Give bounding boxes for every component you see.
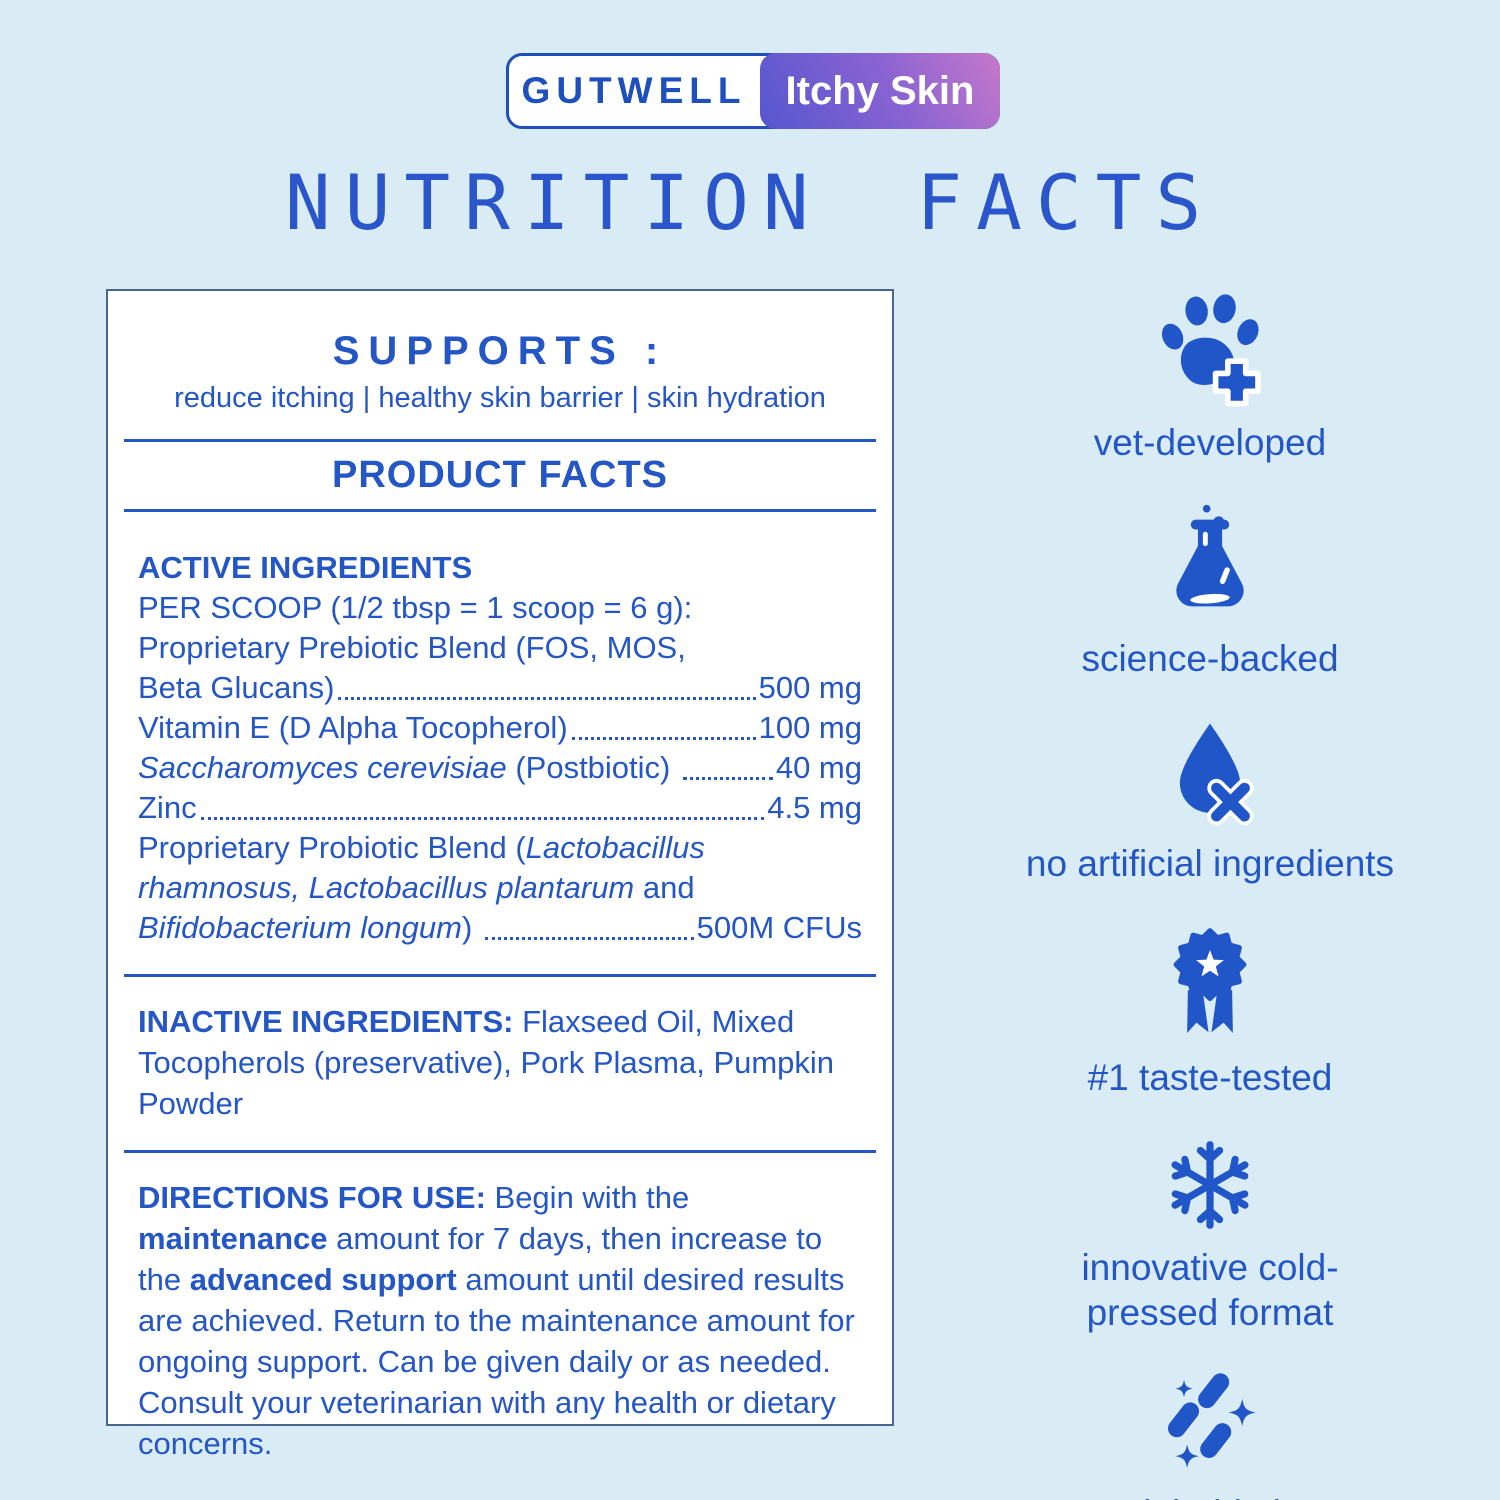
product-facts-heading: PRODUCT FACTS: [332, 454, 668, 496]
ingredient-line: Bifidobacterium longum ) 500M CFUs: [138, 908, 862, 948]
ingredient-amount: 500M CFUs: [696, 910, 862, 945]
ingredient-line: Zinc 4.5 mg: [138, 788, 862, 828]
brand-badge: GUTWELL Itchy Skin: [506, 53, 1000, 129]
feature-cold-pressed: innovative cold-pressed format: [1045, 1137, 1375, 1335]
inactive-ingredients-paragraph: INACTIVE INGREDIENTS: Flaxseed Oil, Mixe…: [108, 1001, 892, 1124]
divider: [124, 1150, 876, 1153]
ingredient-amount: 500 mg: [758, 670, 862, 705]
ingredient-line: Beta Glucans) 500 mg: [138, 668, 862, 708]
ingredient-line: Proprietary Prebiotic Blend (FOS, MOS,: [138, 628, 862, 668]
supports-items: reduce itching | healthy skin barrier | …: [174, 382, 826, 414]
feature-no-artificial: no artificial ingredients: [1026, 717, 1394, 886]
dot-leader: [484, 937, 694, 940]
divider: [124, 439, 876, 442]
ingredient-text: and: [634, 870, 695, 905]
feature-taste-tested: #1 taste-tested: [1087, 922, 1333, 1100]
inactive-ingredients-label: INACTIVE INGREDIENTS:: [138, 1004, 514, 1039]
dot-leader: [571, 737, 756, 740]
flask-icon: [1176, 504, 1244, 607]
feature-label: no artificial ingredients: [1025, 843, 1395, 885]
feature-triple-biotic: triple-biotic blend: [1080, 1371, 1340, 1500]
feature-label: triple-biotic blend: [1080, 1491, 1340, 1500]
variant-name: Itchy Skin: [785, 68, 975, 113]
directions-paragraph: DIRECTIONS FOR USE: Begin with the maint…: [108, 1177, 892, 1464]
ingredient-amount: 4.5 mg: [767, 790, 862, 825]
droplet-x-icon: [1179, 723, 1254, 826]
product-facts-card: SUPPORTS : reduce itching | healthy skin…: [106, 289, 894, 1461]
award-ribbon-icon: [1173, 928, 1247, 1034]
feature-label: innovative cold-pressed format: [1081, 1246, 1339, 1333]
ingredient-line: Proprietary Probiotic Blend ( Lactobacil…: [138, 828, 862, 868]
dot-leader: [200, 817, 765, 820]
ingredient-text: Proprietary Prebiotic Blend (FOS, MOS,: [138, 630, 686, 665]
ingredient-line: Vitamin E (D Alpha Tocopherol) 100 mg: [138, 708, 862, 748]
feature-label: #1 taste-tested: [1087, 1057, 1333, 1099]
ingredient-amount: 40 mg: [775, 750, 862, 785]
probiotic-capsules-icon: [1167, 1373, 1256, 1468]
paw-plus-icon: [1161, 294, 1261, 407]
directions-bold-advanced-support: advanced support: [189, 1262, 457, 1297]
feature-science-backed: science-backed: [1081, 501, 1339, 681]
brand-name: GUTWELL: [521, 70, 747, 111]
inactive-ingredients-text: Flaxseed Oil, Mixed Tocopherols (preserv…: [138, 1004, 835, 1121]
ingredient-text: (Postbiotic): [506, 750, 679, 785]
directions-text: Begin with the: [485, 1180, 690, 1215]
ingredient-text: Proprietary Probiotic Blend (: [138, 830, 526, 865]
divider: [124, 509, 876, 512]
variant-badge: Itchy Skin: [760, 53, 1000, 129]
feature-vet-developed: vet-developed: [1094, 292, 1326, 465]
ingredient-text-italic: Lactobacillus: [525, 830, 705, 865]
per-scoop-line: PER SCOOP (1/2 tbsp = 1 scoop = 6 g):: [138, 590, 693, 625]
ingredient-text-italic: rhamnosus, Lactobacillus plantarum: [138, 870, 635, 905]
ingredient-text: ): [461, 910, 481, 945]
feature-column: vet-developed science-backed no artifici…: [965, 292, 1455, 1500]
active-ingredients-heading: ACTIVE INGREDIENTS: [138, 550, 473, 585]
directions-bold-maintenance: maintenance: [138, 1221, 328, 1256]
directions-text: amount for 7 days, then increase to the: [138, 1221, 823, 1297]
ingredient-line: rhamnosus, Lactobacillus plantarum and: [138, 868, 862, 908]
page-title: NUTRITION FACTS: [284, 158, 1216, 247]
feature-label: science-backed: [1081, 638, 1339, 680]
dot-leader: [338, 697, 756, 700]
ingredient-text: Beta Glucans): [138, 670, 335, 705]
snowflake-icon: [1162, 1140, 1258, 1233]
ingredient-text-italic: Saccharomyces cerevisiae: [138, 750, 507, 785]
ingredient-amount: 100 mg: [758, 710, 862, 745]
ingredient-text-italic: Bifidobacterium longum: [138, 910, 462, 945]
active-ingredients-section: ACTIVE INGREDIENTS PER SCOOP (1/2 tbsp =…: [108, 548, 892, 948]
feature-label: vet-developed: [1093, 422, 1327, 463]
ingredient-text: Zinc: [138, 790, 197, 825]
ingredient-line: Saccharomyces cerevisiae (Postbiotic) 40…: [138, 748, 862, 788]
directions-text: amount until desired results are achieve…: [138, 1262, 855, 1461]
dot-leader: [683, 777, 773, 780]
ingredient-text: Vitamin E (D Alpha Tocopherol): [138, 710, 568, 745]
divider: [124, 974, 876, 977]
supports-heading: SUPPORTS :: [332, 329, 668, 373]
directions-label: DIRECTIONS FOR USE:: [138, 1180, 486, 1215]
brand-name-box: GUTWELL: [509, 56, 759, 126]
